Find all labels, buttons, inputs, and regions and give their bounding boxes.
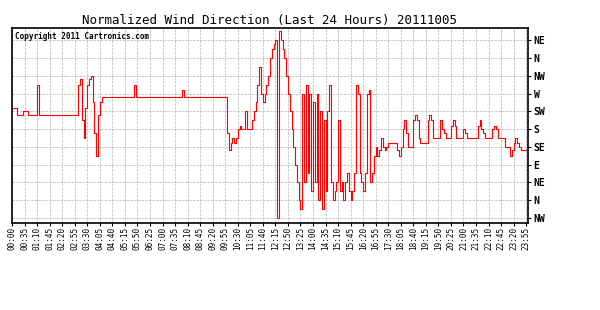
Text: Copyright 2011 Cartronics.com: Copyright 2011 Cartronics.com: [14, 32, 149, 41]
Title: Normalized Wind Direction (Last 24 Hours) 20111005: Normalized Wind Direction (Last 24 Hours…: [83, 14, 458, 27]
